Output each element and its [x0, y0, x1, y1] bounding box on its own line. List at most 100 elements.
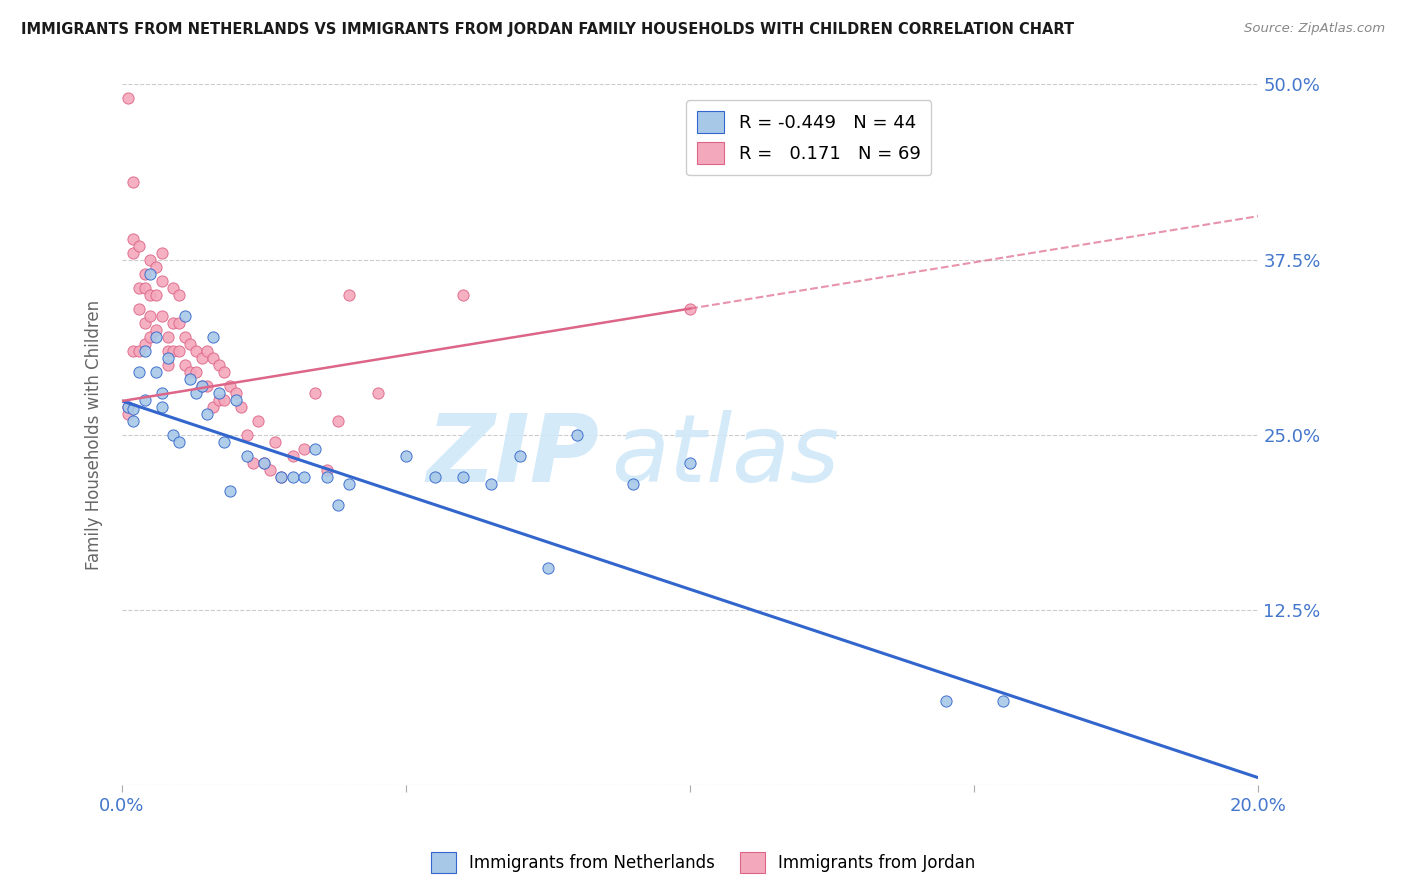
- Point: [117, 407, 139, 421]
- Point: [139, 329, 162, 343]
- Point: [167, 316, 190, 330]
- Text: Source: ZipAtlas.com: Source: ZipAtlas.com: [1244, 22, 1385, 36]
- Point: [122, 343, 145, 358]
- Point: [195, 407, 218, 421]
- Point: [156, 329, 179, 343]
- Point: [145, 322, 167, 336]
- Point: [623, 476, 645, 491]
- Point: [150, 273, 173, 287]
- Point: [179, 336, 201, 351]
- Point: [451, 287, 474, 301]
- Point: [145, 365, 167, 379]
- Point: [139, 287, 162, 301]
- Point: [179, 371, 201, 385]
- Point: [173, 329, 195, 343]
- Point: [122, 402, 145, 417]
- Point: [242, 456, 264, 470]
- Point: [201, 329, 224, 343]
- Point: [150, 309, 173, 323]
- Point: [128, 280, 150, 294]
- Point: [122, 245, 145, 260]
- Point: [134, 316, 156, 330]
- Point: [156, 358, 179, 372]
- Point: [565, 427, 588, 442]
- Point: [167, 287, 190, 301]
- Point: [190, 351, 212, 365]
- Legend: R = -0.449   N = 44, R =   0.171   N = 69: R = -0.449 N = 44, R = 0.171 N = 69: [686, 101, 931, 175]
- Point: [326, 414, 349, 428]
- Point: [117, 400, 139, 414]
- Point: [134, 280, 156, 294]
- Point: [337, 287, 360, 301]
- Point: [225, 392, 247, 407]
- Point: [162, 343, 184, 358]
- Point: [145, 260, 167, 274]
- Point: [134, 343, 156, 358]
- Point: [128, 301, 150, 316]
- Point: [128, 343, 150, 358]
- Point: [195, 378, 218, 392]
- Text: IMMIGRANTS FROM NETHERLANDS VS IMMIGRANTS FROM JORDAN FAMILY HOUSEHOLDS WITH CHI: IMMIGRANTS FROM NETHERLANDS VS IMMIGRANT…: [21, 22, 1074, 37]
- Point: [201, 351, 224, 365]
- Point: [195, 343, 218, 358]
- Point: [162, 427, 184, 442]
- Point: [184, 385, 207, 400]
- Point: [134, 267, 156, 281]
- Point: [991, 694, 1014, 708]
- Point: [162, 280, 184, 294]
- Point: [145, 287, 167, 301]
- Point: [259, 462, 281, 476]
- Point: [304, 385, 326, 400]
- Point: [214, 392, 236, 407]
- Point: [208, 385, 231, 400]
- Point: [292, 442, 315, 456]
- Point: [281, 469, 304, 483]
- Point: [225, 385, 247, 400]
- Point: [315, 469, 337, 483]
- Point: [134, 392, 156, 407]
- Point: [395, 449, 418, 463]
- Text: atlas: atlas: [610, 410, 839, 501]
- Point: [190, 378, 212, 392]
- Point: [247, 414, 270, 428]
- Legend: Immigrants from Netherlands, Immigrants from Jordan: Immigrants from Netherlands, Immigrants …: [425, 846, 981, 880]
- Point: [150, 385, 173, 400]
- Point: [117, 91, 139, 105]
- Point: [173, 309, 195, 323]
- Point: [117, 400, 139, 414]
- Point: [270, 469, 292, 483]
- Point: [214, 434, 236, 449]
- Point: [253, 456, 276, 470]
- Point: [208, 392, 231, 407]
- Point: [326, 498, 349, 512]
- Point: [479, 476, 502, 491]
- Point: [281, 449, 304, 463]
- Point: [423, 469, 446, 483]
- Text: ZIP: ZIP: [426, 409, 599, 501]
- Point: [167, 343, 190, 358]
- Point: [139, 267, 162, 281]
- Point: [128, 238, 150, 252]
- Point: [679, 456, 702, 470]
- Point: [179, 365, 201, 379]
- Point: [367, 385, 389, 400]
- Point: [156, 343, 179, 358]
- Point: [315, 462, 337, 476]
- Point: [935, 694, 957, 708]
- Point: [150, 400, 173, 414]
- Point: [253, 456, 276, 470]
- Point: [173, 358, 195, 372]
- Point: [292, 469, 315, 483]
- Point: [208, 358, 231, 372]
- Y-axis label: Family Households with Children: Family Households with Children: [86, 300, 103, 570]
- Point: [214, 365, 236, 379]
- Point: [219, 378, 242, 392]
- Point: [201, 400, 224, 414]
- Point: [122, 231, 145, 245]
- Point: [270, 469, 292, 483]
- Point: [156, 351, 179, 365]
- Point: [236, 427, 259, 442]
- Point: [679, 301, 702, 316]
- Point: [219, 483, 242, 498]
- Point: [509, 449, 531, 463]
